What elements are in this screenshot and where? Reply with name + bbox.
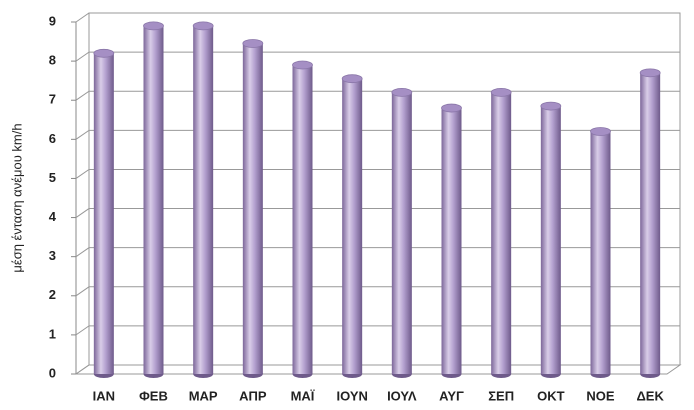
y-tick-label: 9 (49, 13, 56, 28)
grid-line (75, 325, 680, 336)
y-tick-label: 4 (49, 209, 57, 224)
x-tick-label: ΙΑΝ (93, 388, 115, 403)
bar-top (540, 101, 562, 111)
grid-line (75, 286, 680, 297)
bar (193, 25, 214, 375)
bar (640, 72, 661, 374)
bar-top (143, 21, 164, 31)
bar-top (93, 48, 115, 58)
bar (292, 65, 313, 375)
grid-line (75, 168, 680, 179)
y-tick-label: 1 (49, 326, 56, 341)
y-tick-label: 3 (49, 248, 56, 263)
bar (143, 25, 164, 375)
bar-top (242, 39, 264, 48)
x-tick-label: ΜΑΪ (291, 388, 315, 403)
x-tick-label: ΔΕΚ (636, 388, 664, 403)
bar (590, 131, 611, 374)
grid-line (75, 90, 680, 101)
grid-line (75, 12, 680, 23)
y-tick-label: 5 (49, 170, 56, 185)
grid-line (75, 247, 680, 258)
bar-top (590, 127, 611, 136)
grid-line (75, 51, 680, 62)
bar (491, 92, 512, 375)
x-tick-label: ΟΚΤ (537, 388, 565, 403)
bar (540, 106, 561, 374)
bar-top (292, 60, 313, 70)
bar-top (639, 68, 661, 78)
grid-line (75, 129, 680, 140)
floor (74, 364, 682, 375)
x-tick-label: ΙΟΥΛ (387, 388, 417, 403)
x-tick-label: ΜΑΡ (189, 388, 218, 403)
bar-top (341, 74, 363, 84)
y-tick-label: 6 (49, 131, 56, 146)
x-tick-label: ΙΟΥΝ (336, 388, 367, 403)
bar (441, 108, 462, 375)
y-tick-label: 7 (49, 92, 56, 107)
y-tick-label: 0 (49, 365, 56, 380)
y-axis-label: μέση ένταση ανέμου km/h (9, 123, 24, 272)
bar (342, 78, 363, 374)
x-tick-label: ΦΕΒ (139, 388, 168, 403)
x-tick-label: ΑΠΡ (239, 388, 267, 403)
bar (242, 43, 263, 375)
y-tick-label: 2 (49, 287, 56, 302)
x-tick-label: ΑΥΓ (439, 388, 464, 403)
bar (391, 92, 412, 375)
bar (93, 53, 114, 375)
x-tick-label: ΝΟΕ (586, 388, 615, 403)
x-tick-label: ΣΕΠ (488, 388, 514, 403)
bar-top (490, 88, 512, 97)
grid-line (75, 208, 680, 218)
bar-top (441, 103, 462, 113)
bar-top (192, 21, 214, 31)
y-tick-label: 8 (49, 53, 56, 68)
grid-line (75, 364, 680, 375)
bar-top (391, 88, 413, 97)
